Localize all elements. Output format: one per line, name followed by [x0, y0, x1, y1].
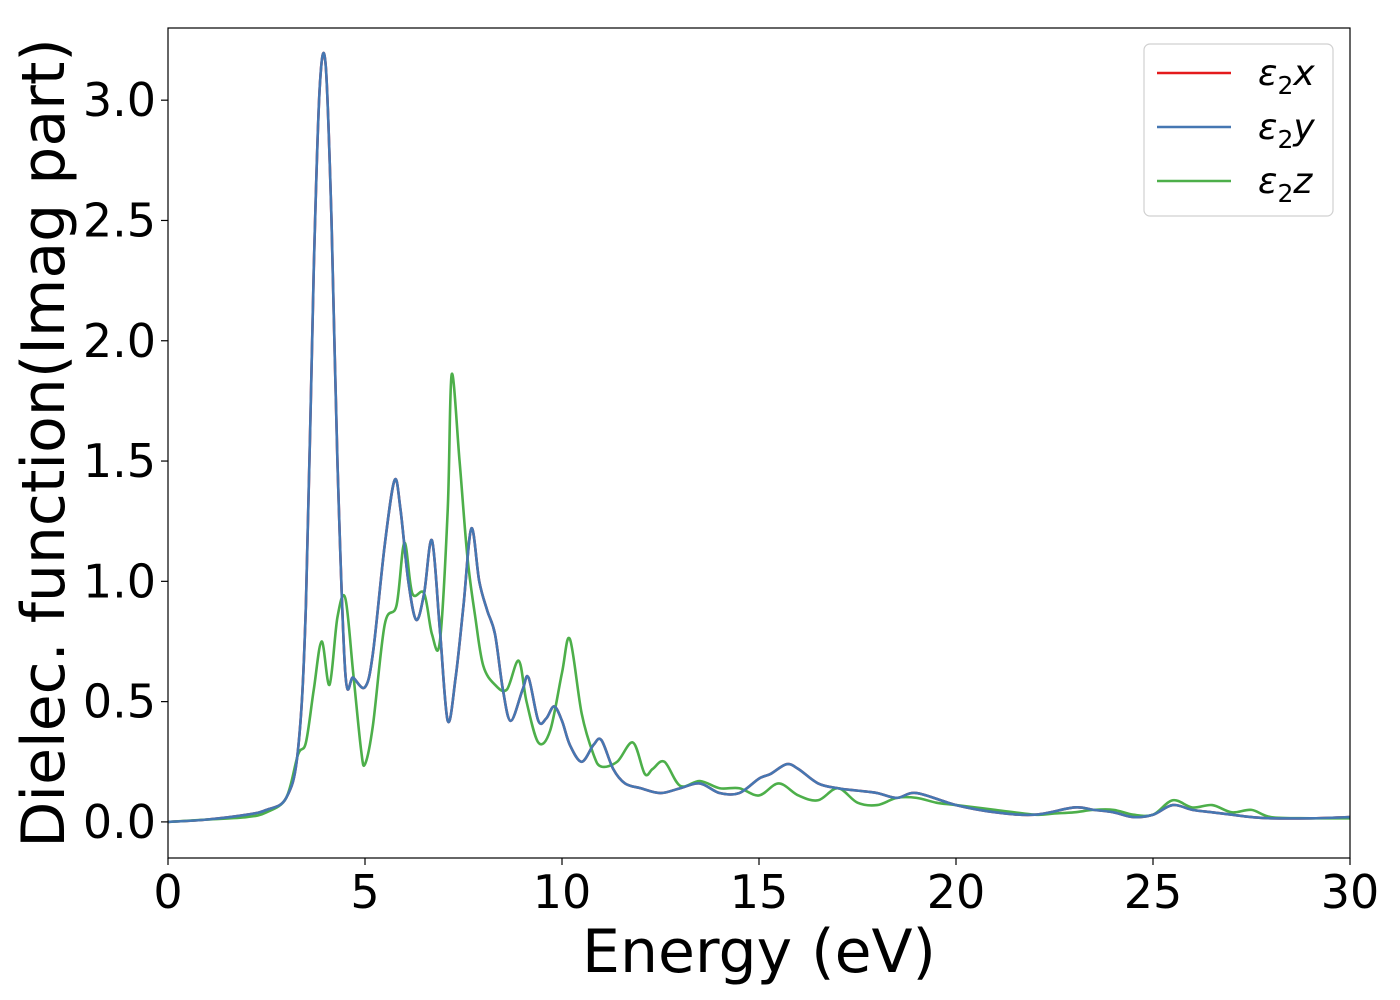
y-axis-label: Dielec. function(Imag part) [9, 38, 79, 848]
y-tick-label: 2.0 [83, 314, 156, 368]
y-tick-label: 2.5 [83, 193, 156, 247]
y-axis-ticks: 0.0 0.5 1.0 1.5 2.0 2.5 3.0 [83, 73, 168, 849]
legend-label-y: ε2y [1258, 107, 1315, 154]
x-tick-label: 0 [153, 865, 182, 919]
y-tick-label: 0.0 [83, 795, 156, 849]
x-tick-label: 20 [927, 865, 986, 919]
x-axis-label: Energy (eV) [582, 917, 936, 987]
series-lines [167, 51, 1351, 824]
x-tick-label: 15 [730, 865, 789, 919]
series-line-z [167, 372, 1351, 824]
x-tick-label: 5 [350, 865, 379, 919]
x-tick-label: 10 [533, 865, 592, 919]
legend-box [1143, 43, 1334, 217]
y-tick-label: 1.0 [83, 554, 156, 608]
y-tick-label: 3.0 [83, 73, 156, 127]
x-tick-label: 30 [1321, 865, 1380, 919]
legend-label-x: ε2x [1258, 53, 1315, 100]
legend-label-z: ε2z [1258, 161, 1313, 208]
x-tick-label: 25 [1124, 865, 1183, 919]
y-tick-label: 0.5 [83, 675, 156, 729]
series-line-y [167, 51, 1351, 824]
x-axis-ticks: 0 5 10 15 20 25 30 [153, 858, 1379, 919]
legend: ε2x ε2y ε2z [1143, 43, 1334, 217]
y-tick-label: 1.5 [83, 434, 156, 488]
